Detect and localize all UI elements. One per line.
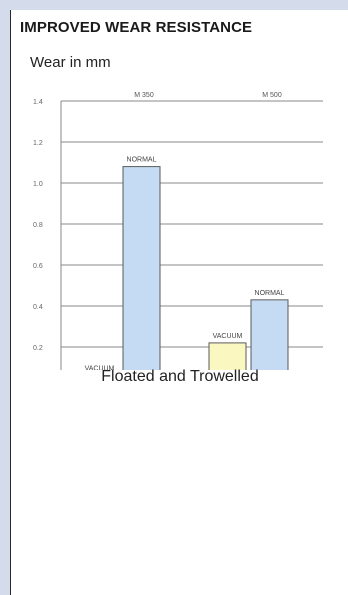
group-label: M 500 (262, 92, 282, 99)
bar-chart: 0.00.20.40.60.81.01.21.4M 350VACUUMNORMA… (11, 10, 348, 370)
bar-label: VACUUM (213, 333, 243, 340)
bar (209, 343, 246, 370)
y-tick-label: 0.2 (33, 345, 43, 352)
chart-panel: IMPROVED WEAR RESISTANCE Wear in mm 0.00… (10, 10, 348, 595)
bar (251, 300, 288, 370)
y-tick-label: 0.8 (33, 222, 43, 229)
y-tick-label: 1.2 (33, 140, 43, 147)
bar (123, 167, 160, 370)
y-tick-label: 1.4 (33, 99, 43, 106)
y-tick-label: 0.6 (33, 263, 43, 270)
bar-label: NORMAL (127, 157, 157, 164)
y-tick-label: 0.4 (33, 304, 43, 311)
bar-label: NORMAL (255, 290, 285, 297)
group-label: M 350 (134, 92, 154, 99)
x-axis-label: Floated and Trowelled (11, 368, 348, 386)
y-tick-label: 1.0 (33, 181, 43, 188)
